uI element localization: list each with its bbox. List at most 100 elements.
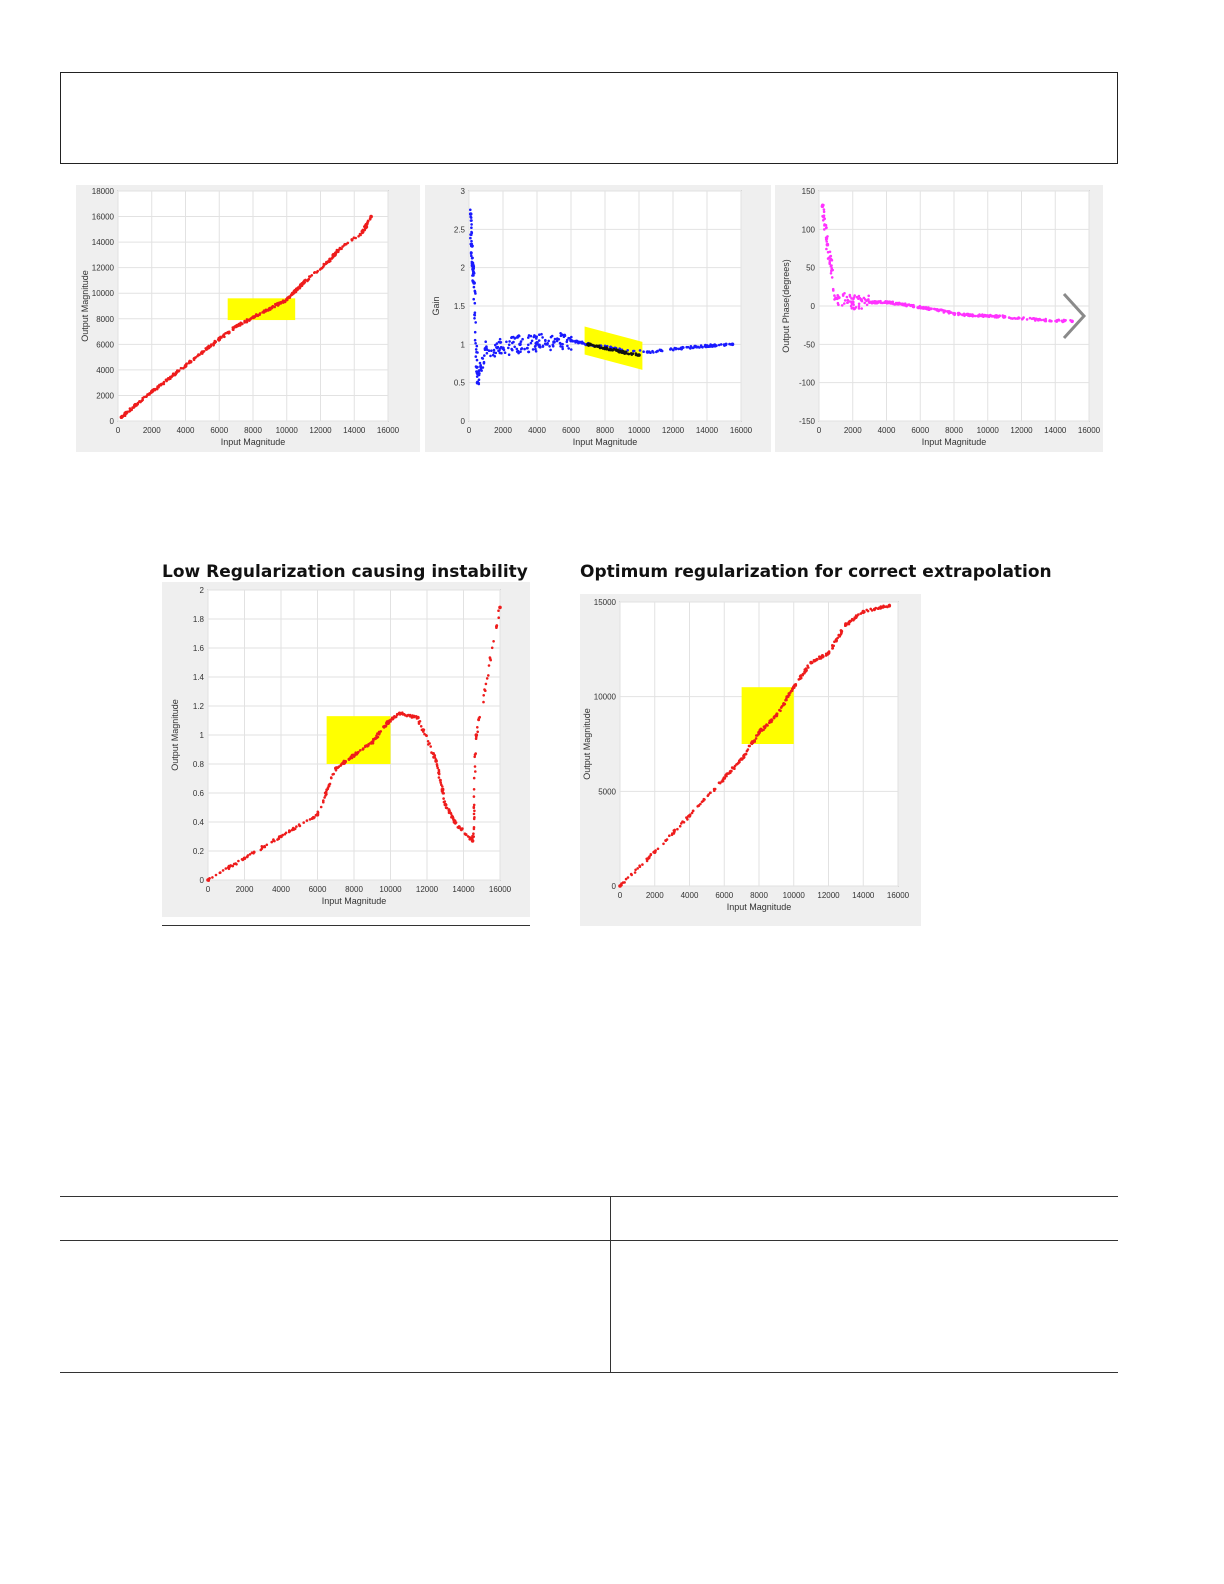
data-point-cloud [826,250,830,254]
x-tick-label: 0 [116,426,121,435]
x-tick-label: 2000 [844,426,862,435]
data-point-cloud [891,300,895,304]
data-point-cloud [957,313,960,317]
data-point [887,604,892,608]
highlight-region [326,716,391,764]
data-point-cloud [442,800,446,804]
data-point-cloud [733,767,736,770]
y-tick-label: -50 [803,340,815,349]
data-point-cloud [867,294,870,298]
data-point-cloud [647,856,650,859]
data-point [826,651,831,655]
data-point-cloud [420,728,424,732]
data-point-cloud [437,772,441,776]
data-point-cloud [555,339,559,343]
data-point-cloud [764,725,767,729]
data-point [285,297,289,302]
y-tick-label: 15000 [594,598,617,607]
data-point-cloud [478,361,482,365]
data-point-cloud [419,725,423,728]
y-tick-label: 2 [461,264,466,273]
data-point-cloud [860,299,864,303]
data-point-cloud [837,295,840,298]
chevron-right-icon[interactable] [1058,290,1090,342]
y-tick-label: 0.6 [193,789,205,798]
x-tick-label: 6000 [911,426,929,435]
data-point-cloud [405,714,409,717]
data-point-cloud [343,761,347,765]
data-point-cloud [762,728,765,732]
y-tick-label: 1.6 [193,644,205,653]
data-point [918,305,923,310]
data-point-cloud [258,312,262,315]
y-tick-label: 1.2 [193,702,205,711]
data-point-cloud [943,310,947,313]
x-tick-label: 16000 [887,891,910,900]
data-point-cloud [689,346,692,350]
data-point-cloud [473,313,476,317]
data-point-cloud [395,713,399,717]
data-point-cloud [609,345,612,349]
data-point-cloud [787,694,790,698]
data-point-cloud [566,344,569,348]
data-point-cloud [155,387,159,391]
data-point-cloud [638,864,641,867]
data-point-cloud [863,301,866,305]
data-point [251,315,255,320]
data-point-cloud [237,859,240,863]
data-point [739,757,744,761]
data-point-cloud [678,824,682,828]
data-point-cloud [401,713,405,716]
data-point-cloud [990,314,993,318]
x-tick-label: 16000 [377,426,400,435]
data-point-cloud [375,734,378,737]
data-point [293,288,297,293]
data-point [242,856,247,861]
data-point-cloud [422,728,426,732]
data-point-cloud [347,758,351,761]
data-point-cloud [145,394,148,398]
data-point-cloud [324,262,328,266]
y-tick-label: 5000 [598,787,616,796]
y-tick-label: 1 [200,731,205,740]
chart-panel-optimum-regularization: 0 2000 4000 6000 8000 10000 12000 14000 16000 0 50… [580,594,921,926]
data-point-cloud [649,853,653,856]
data-point-cloud [563,334,567,337]
data-point-cloud [351,238,354,241]
data-point-cloud [141,398,144,402]
data-point-cloud [470,837,474,840]
data-point-cloud [822,210,826,214]
data-point-cloud [469,219,473,222]
data-point-cloud [852,303,855,306]
data-point-cloud [352,236,356,239]
data-point-cloud [1028,316,1032,320]
data-point-cloud [171,374,174,378]
data-point-cloud [227,330,230,334]
data-point-cloud [787,692,791,695]
y-tick-label: 6000 [96,340,114,349]
x-tick-label: 2000 [646,891,664,900]
data-point-cloud [313,271,317,274]
data-point-cloud [472,274,475,277]
data-point-cloud [583,343,587,346]
data-point-cloud [472,795,476,798]
data-point-cloud [248,853,252,856]
data-point-cloud [382,726,386,729]
data-point-cloud [829,272,833,275]
data-point-cloud [479,365,482,368]
data-point [501,346,505,350]
data-point-cloud [485,677,489,680]
data-point-cloud [751,740,754,744]
data-point-cloud [417,720,421,724]
y-tick-label: 18000 [92,187,115,196]
data-point-cloud [905,304,908,308]
data-point-cloud [669,348,672,351]
data-point-cloud [389,718,392,722]
data-point-cloud [541,344,545,348]
data-point-cloud [529,341,533,345]
data-point-cloud [493,355,497,358]
data-point-cloud [672,348,675,352]
data-point-cloud [472,788,476,791]
data-point [1002,314,1007,319]
data-point-cloud [473,765,477,768]
